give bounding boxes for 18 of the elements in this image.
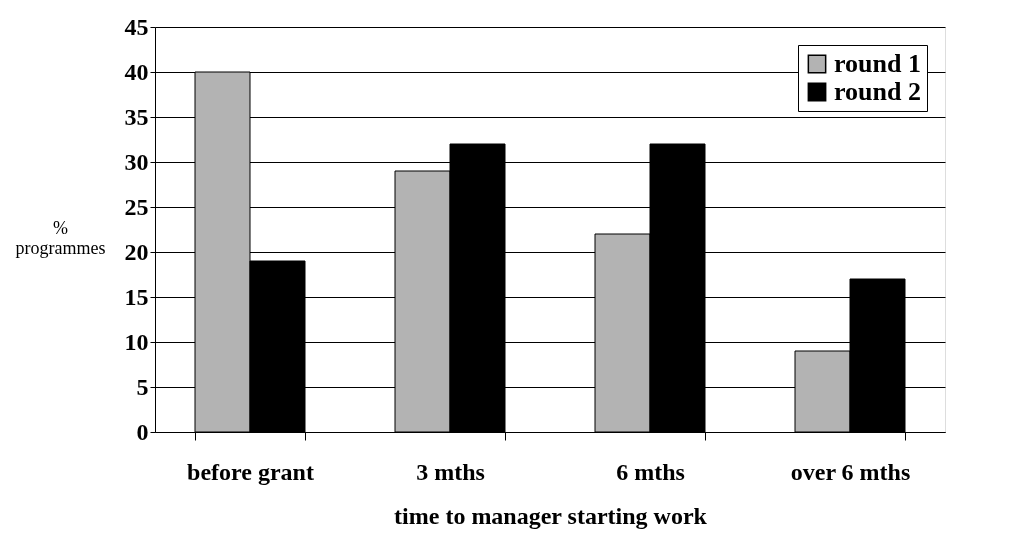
x-tick-label: 3 mths: [416, 458, 485, 485]
x-tick-label: before grant: [187, 458, 314, 485]
y-tick-label: 10: [124, 328, 149, 355]
y-tick-label: 5: [136, 373, 149, 400]
x-tick-label: 6 mths: [616, 458, 685, 485]
y-tick-label: 45: [124, 13, 149, 40]
y-tick-label: 35: [124, 103, 149, 130]
y-tick-label: 20: [124, 238, 149, 265]
x-axis-title: time to manager starting work: [394, 502, 708, 529]
y-tick-label: 40: [124, 58, 149, 85]
legend-label: round 2: [834, 77, 921, 106]
x-tick-label: over 6 mths: [790, 458, 911, 485]
y-tick-label: 0: [136, 418, 149, 445]
y-tick-label: 30: [124, 148, 149, 175]
y-axis-title: % programmes: [15, 217, 106, 258]
y-tick-label: 15: [124, 283, 149, 310]
y-tick-label: 25: [124, 193, 149, 220]
legend-label: round 1: [834, 49, 921, 78]
